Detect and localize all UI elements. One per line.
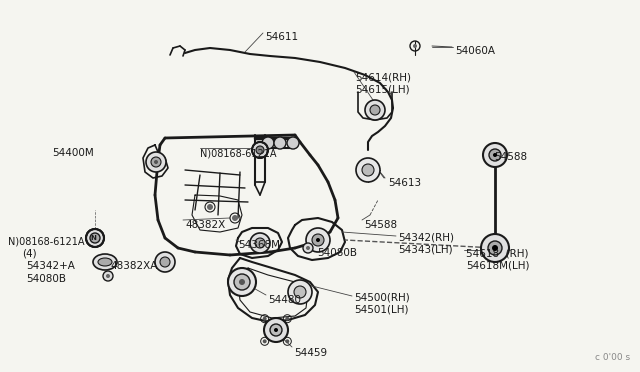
- Circle shape: [492, 245, 498, 251]
- Circle shape: [262, 317, 267, 321]
- Text: N)08168-6121A: N)08168-6121A: [8, 236, 84, 246]
- Ellipse shape: [98, 258, 112, 266]
- Circle shape: [306, 228, 330, 252]
- Text: 54615(LH): 54615(LH): [355, 84, 410, 94]
- Text: 48382X: 48382X: [185, 220, 225, 230]
- Circle shape: [146, 152, 166, 172]
- Text: 54588: 54588: [364, 220, 397, 230]
- Circle shape: [413, 44, 417, 48]
- Circle shape: [160, 257, 170, 267]
- Circle shape: [303, 243, 313, 253]
- Ellipse shape: [93, 254, 117, 270]
- Circle shape: [262, 339, 267, 343]
- Text: 54501(LH): 54501(LH): [354, 305, 408, 315]
- Circle shape: [103, 271, 113, 281]
- Circle shape: [239, 279, 245, 285]
- Circle shape: [285, 339, 289, 343]
- Circle shape: [106, 274, 110, 278]
- Circle shape: [287, 137, 299, 149]
- Text: 54342+A: 54342+A: [26, 261, 75, 271]
- Circle shape: [362, 164, 374, 176]
- Circle shape: [274, 328, 278, 332]
- Circle shape: [356, 158, 380, 182]
- Circle shape: [154, 160, 158, 164]
- Circle shape: [256, 146, 264, 154]
- Text: 54459: 54459: [294, 348, 327, 358]
- Circle shape: [365, 100, 385, 120]
- Circle shape: [228, 268, 256, 296]
- Circle shape: [493, 153, 497, 157]
- Text: 54342(RH): 54342(RH): [398, 232, 454, 242]
- Circle shape: [234, 274, 250, 290]
- Text: 54500(RH): 54500(RH): [354, 293, 410, 303]
- Text: 54060A: 54060A: [455, 46, 495, 56]
- Circle shape: [489, 149, 501, 161]
- Text: 54343(LH): 54343(LH): [398, 244, 452, 254]
- Circle shape: [285, 317, 289, 321]
- Circle shape: [481, 234, 509, 262]
- Text: 54080B: 54080B: [317, 248, 357, 258]
- Circle shape: [294, 286, 306, 298]
- Circle shape: [252, 142, 268, 158]
- Text: 54611: 54611: [265, 32, 298, 42]
- Circle shape: [270, 324, 282, 336]
- Circle shape: [262, 137, 274, 149]
- Text: 54080B: 54080B: [26, 274, 66, 284]
- Circle shape: [288, 280, 312, 304]
- Circle shape: [232, 215, 238, 221]
- Circle shape: [488, 241, 502, 255]
- Circle shape: [255, 238, 265, 248]
- Circle shape: [316, 238, 320, 242]
- Text: N)08168-6121A: N)08168-6121A: [200, 148, 276, 158]
- Text: N: N: [90, 235, 96, 241]
- Text: 54588: 54588: [494, 152, 527, 162]
- Text: c 0'00 s: c 0'00 s: [595, 353, 630, 362]
- Circle shape: [250, 233, 270, 253]
- Circle shape: [155, 252, 175, 272]
- Text: 54400M: 54400M: [52, 148, 93, 158]
- Circle shape: [274, 137, 286, 149]
- Text: 54618  (RH): 54618 (RH): [466, 248, 529, 258]
- Circle shape: [370, 105, 380, 115]
- Text: 54618M(LH): 54618M(LH): [466, 260, 529, 270]
- Text: 54613: 54613: [388, 178, 421, 188]
- Text: 54614(RH): 54614(RH): [355, 72, 411, 82]
- Text: 54480: 54480: [268, 295, 301, 305]
- Circle shape: [306, 246, 310, 250]
- Circle shape: [264, 318, 288, 342]
- Text: (4): (4): [22, 248, 36, 258]
- Circle shape: [90, 233, 100, 243]
- Text: 54368M: 54368M: [238, 240, 280, 250]
- Circle shape: [483, 143, 507, 167]
- Text: 48382XA: 48382XA: [110, 261, 157, 271]
- Circle shape: [151, 157, 161, 167]
- Circle shape: [207, 204, 213, 210]
- Circle shape: [86, 229, 104, 247]
- Circle shape: [312, 234, 324, 246]
